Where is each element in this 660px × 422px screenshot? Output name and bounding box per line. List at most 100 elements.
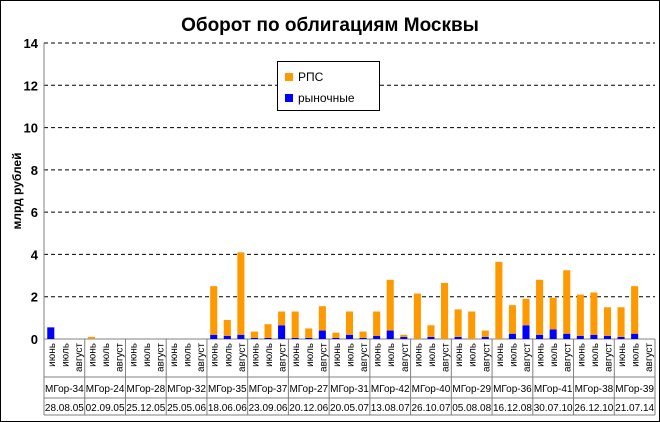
bar-rps xyxy=(413,293,421,339)
x-group-label-date: 02.09.05 xyxy=(86,403,125,414)
x-group-label-bond: МГор-35 xyxy=(208,384,247,395)
bar-rps xyxy=(264,324,272,338)
x-tick-label-month: июль xyxy=(142,343,153,367)
bar-rps xyxy=(210,286,218,335)
x-group-label-date: 20.12.06 xyxy=(289,403,328,414)
bar-rps xyxy=(305,328,313,338)
x-tick-label-month: июль xyxy=(183,343,194,367)
bar-market xyxy=(223,335,231,339)
x-tick-label-month: июнь xyxy=(373,343,384,367)
x-tick-label-month: июль xyxy=(101,343,112,367)
y-tick-label: 12 xyxy=(24,78,38,93)
bar-rps xyxy=(468,311,476,339)
x-tick-label-month: июнь xyxy=(536,343,547,367)
x-tick-label-month: август xyxy=(74,343,85,372)
x-tick-label-month: июль xyxy=(549,343,560,367)
bar-market xyxy=(47,327,55,339)
x-tick-label-month: июль xyxy=(386,343,397,367)
bar-rps xyxy=(223,319,231,336)
bar-rps xyxy=(291,311,299,338)
x-tick-label-month: июнь xyxy=(250,343,261,367)
chart-title: Оборот по облигациям Москвы xyxy=(181,15,479,36)
x-tick-label-month: июль xyxy=(60,343,71,367)
bar-rps xyxy=(441,282,449,339)
x-group-label-date: 25.05.06 xyxy=(167,403,206,414)
x-tick-label-month: июнь xyxy=(88,343,99,367)
x-tick-label-month: август xyxy=(278,343,289,372)
bar-market xyxy=(631,333,639,339)
bar-rps xyxy=(536,279,544,335)
bar-rps xyxy=(508,305,516,334)
bar-rps xyxy=(332,332,340,338)
bar-rps xyxy=(576,294,584,336)
x-tick-label-month: июнь xyxy=(617,343,628,367)
x-tick-label-month: август xyxy=(155,343,166,372)
x-group-label-date: 23.09.06 xyxy=(249,403,288,414)
bar-market xyxy=(305,337,313,339)
x-tick-label-month: июнь xyxy=(413,343,424,367)
x-group-label-bond: МГор-34 xyxy=(45,384,84,395)
bar-rps xyxy=(495,261,503,339)
bar-rps xyxy=(345,311,354,335)
bar-rps xyxy=(318,306,326,331)
x-tick-label-month: июнь xyxy=(576,343,587,367)
x-group-label-bond: МГор-32 xyxy=(167,384,206,395)
x-tick-label-month: июль xyxy=(223,343,234,367)
x-group-label-date: 28.08.05 xyxy=(45,403,84,414)
bar-rps xyxy=(563,270,571,334)
x-tick-label-month: июль xyxy=(427,343,438,367)
bar-market xyxy=(373,335,381,339)
bar-market xyxy=(481,336,489,339)
bar-market xyxy=(400,336,408,339)
bar-rps xyxy=(386,279,394,331)
y-tick-label: 0 xyxy=(31,332,38,347)
x-tick-label-month: июль xyxy=(631,343,642,367)
x-group-label-bond: МГор-41 xyxy=(534,384,573,395)
x-group-label-date: 30.07.10 xyxy=(534,403,573,414)
x-group-label-bond: МГор-38 xyxy=(575,384,614,395)
bar-rps xyxy=(250,331,258,338)
x-tick-label-month: август xyxy=(603,343,614,372)
x-tick-label-month: июль xyxy=(590,343,601,367)
bar-rps xyxy=(590,292,598,335)
x-group-label-date: 26.12.10 xyxy=(574,403,613,414)
bar-rps xyxy=(617,307,625,337)
x-tick-label-month: июль xyxy=(346,343,357,367)
y-tick-label: 2 xyxy=(31,290,38,305)
x-group-label-date: 13.08.07 xyxy=(371,403,410,414)
bar-market xyxy=(427,336,435,339)
bar-market xyxy=(264,337,272,339)
bar-market xyxy=(210,334,218,339)
bar-rps xyxy=(522,298,530,326)
x-group-label-bond: МГор-42 xyxy=(371,384,410,395)
legend-item-market: рыночные xyxy=(285,90,355,106)
bar-rps xyxy=(603,307,612,336)
bar-rps xyxy=(373,311,381,336)
bar-market xyxy=(332,337,340,339)
bar-market xyxy=(576,335,584,339)
bar-market xyxy=(345,334,354,339)
x-group-label-date: 20.05.07 xyxy=(330,403,369,414)
x-group-label-bond: МГор-37 xyxy=(249,384,288,395)
bar-market xyxy=(617,336,625,339)
bar-rps xyxy=(481,330,489,337)
bar-rps xyxy=(359,331,367,338)
legend-label-rps: РПС xyxy=(298,70,324,84)
y-tick-label: 14 xyxy=(24,36,39,51)
x-group-label-date: 21.07.14 xyxy=(615,403,654,414)
x-tick-label-month: июль xyxy=(305,343,316,367)
x-tick-label-month: август xyxy=(196,343,207,372)
bar-market xyxy=(359,337,367,339)
x-group-label-bond: МГор-28 xyxy=(127,384,166,395)
bar-rps xyxy=(400,334,408,337)
bar-market xyxy=(237,334,245,339)
bar-market xyxy=(291,337,299,339)
y-tick-label: 8 xyxy=(31,163,38,178)
y-tick-label: 10 xyxy=(24,121,38,136)
x-group-label-date: 05.08.08 xyxy=(452,403,491,414)
bar-market xyxy=(454,336,462,339)
x-tick-label-month: август xyxy=(522,343,533,372)
bar-market xyxy=(603,335,612,339)
x-tick-label-month: июнь xyxy=(495,343,506,367)
